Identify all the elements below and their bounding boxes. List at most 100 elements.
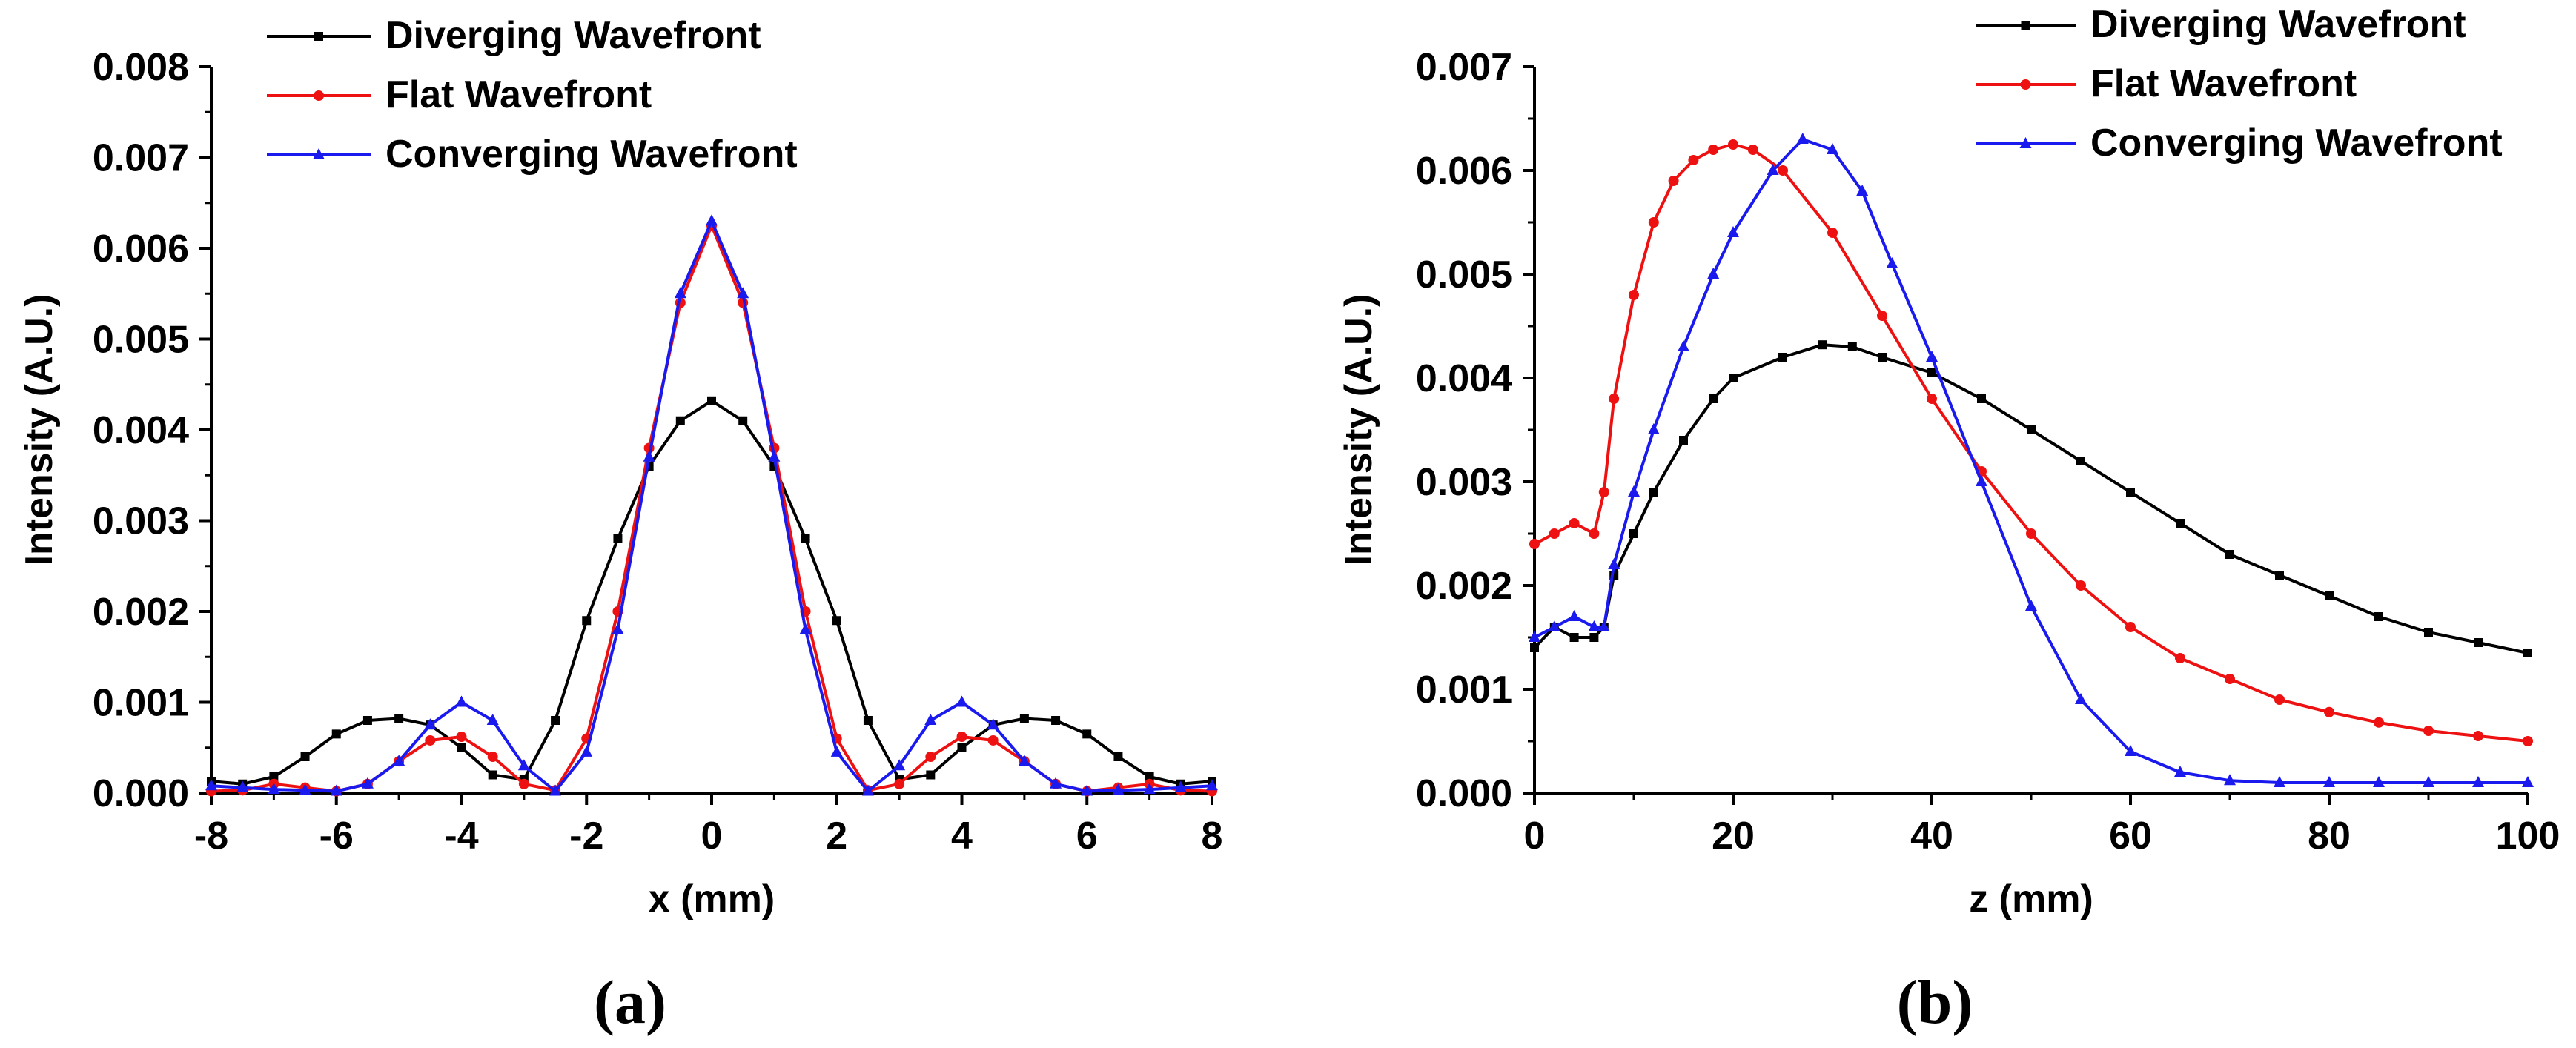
x-tick-label: 80 bbox=[2308, 815, 2351, 858]
y-tick-label: 0.001 bbox=[93, 682, 189, 725]
x-tick-label: 0 bbox=[1524, 815, 1546, 858]
data-point bbox=[330, 784, 342, 796]
legend-marker bbox=[314, 32, 323, 41]
data-point bbox=[1019, 714, 1029, 723]
y-tick-label: 0.005 bbox=[1416, 253, 1512, 296]
data-point bbox=[893, 759, 906, 771]
data-point bbox=[361, 777, 374, 789]
x-tick-label: -4 bbox=[444, 815, 478, 858]
data-point bbox=[457, 743, 466, 752]
data-point bbox=[1569, 633, 1579, 642]
x-tick-label: 6 bbox=[1076, 815, 1098, 858]
data-point bbox=[1877, 311, 1887, 321]
data-point bbox=[1529, 539, 1540, 549]
legend-marker bbox=[314, 90, 324, 101]
data-point bbox=[488, 770, 497, 780]
data-point bbox=[612, 623, 624, 634]
data-point bbox=[299, 783, 311, 795]
x-axis-title: x (mm) bbox=[649, 878, 775, 921]
data-point bbox=[1609, 394, 1620, 404]
data-point bbox=[737, 287, 749, 299]
data-point bbox=[2423, 776, 2434, 787]
data-point bbox=[2274, 776, 2285, 787]
x-tick-label: 40 bbox=[1910, 815, 1953, 858]
data-point bbox=[1976, 475, 1987, 486]
legend: Diverging Wavefront Flat Wavefront Converg… bbox=[1976, 3, 2503, 165]
data-point bbox=[2125, 745, 2136, 756]
data-point bbox=[1668, 176, 1679, 186]
y-axis-title: Intensity (A.U.) bbox=[18, 294, 61, 566]
data-point bbox=[486, 714, 499, 725]
legend-label: Converging Wavefront bbox=[385, 133, 798, 176]
data-point bbox=[1927, 368, 1936, 377]
legend: Diverging Wavefront Flat Wavefront Converg… bbox=[267, 14, 798, 176]
data-point bbox=[1778, 353, 1787, 362]
data-point bbox=[830, 745, 843, 757]
y-tick-label: 0.003 bbox=[93, 500, 189, 543]
data-point bbox=[1051, 716, 1061, 725]
legend-label: Flat Wavefront bbox=[2090, 62, 2357, 105]
y-tick-label: 0.004 bbox=[1416, 357, 1512, 400]
data-point bbox=[2125, 622, 2136, 632]
data-point bbox=[517, 759, 530, 771]
legend-marker bbox=[2021, 21, 2030, 30]
series-line bbox=[211, 399, 1213, 786]
data-point bbox=[2075, 693, 2087, 704]
x-tick-label: 60 bbox=[2109, 815, 2152, 858]
data-point bbox=[2076, 580, 2086, 591]
data-point bbox=[987, 718, 999, 730]
data-point bbox=[236, 780, 249, 792]
data-point bbox=[2472, 776, 2484, 787]
data-point bbox=[1568, 610, 1580, 621]
data-point bbox=[1827, 143, 1838, 154]
data-point bbox=[424, 718, 437, 730]
x-tick-label: 20 bbox=[1712, 815, 1755, 858]
data-point bbox=[2126, 488, 2135, 497]
data-point bbox=[455, 695, 468, 707]
data-point bbox=[863, 716, 873, 725]
data-point bbox=[1145, 772, 1154, 781]
y-axis-title: Intensity (A.U.) bbox=[1337, 294, 1380, 566]
data-point bbox=[2176, 519, 2185, 528]
data-point bbox=[393, 755, 405, 766]
y-tick-label: 0.003 bbox=[1416, 461, 1512, 504]
data-point bbox=[1629, 290, 1639, 300]
y-tick-label: 0.002 bbox=[93, 591, 189, 634]
data-point bbox=[1977, 394, 1986, 403]
series-line bbox=[211, 219, 1213, 793]
panel-caption: (a) bbox=[594, 968, 666, 1037]
data-point bbox=[799, 623, 812, 634]
data-point bbox=[269, 772, 279, 781]
data-point bbox=[1082, 729, 1092, 739]
data-point bbox=[205, 779, 217, 791]
data-point bbox=[1778, 165, 1788, 176]
series-1 bbox=[207, 396, 1216, 789]
data-point bbox=[268, 783, 280, 795]
x-tick-label: -2 bbox=[569, 815, 603, 858]
data-point bbox=[1598, 487, 1609, 497]
data-point bbox=[425, 734, 436, 746]
data-point bbox=[2076, 457, 2085, 465]
data-point bbox=[1548, 620, 1560, 631]
data-point bbox=[1728, 139, 1738, 150]
data-point bbox=[1018, 755, 1030, 766]
y-tick-label: 0.008 bbox=[93, 46, 189, 89]
data-point bbox=[2026, 528, 2036, 539]
data-point bbox=[551, 716, 560, 725]
data-point bbox=[768, 450, 781, 462]
x-tick-label: -6 bbox=[319, 815, 354, 858]
data-point bbox=[1589, 633, 1599, 642]
data-point bbox=[1727, 226, 1739, 237]
legend-label: Diverging Wavefront bbox=[385, 14, 761, 57]
data-point bbox=[1678, 340, 1689, 351]
data-point bbox=[2473, 731, 2483, 741]
data-point bbox=[1050, 777, 1062, 789]
x-axis-title: z (mm) bbox=[1969, 878, 2093, 921]
legend-label: Diverging Wavefront bbox=[2090, 3, 2466, 46]
data-point bbox=[1588, 620, 1600, 631]
data-point bbox=[1767, 164, 1779, 175]
data-point bbox=[2474, 638, 2483, 647]
data-point bbox=[1589, 528, 1600, 539]
data-point bbox=[1878, 353, 1887, 362]
data-point bbox=[1143, 783, 1156, 795]
